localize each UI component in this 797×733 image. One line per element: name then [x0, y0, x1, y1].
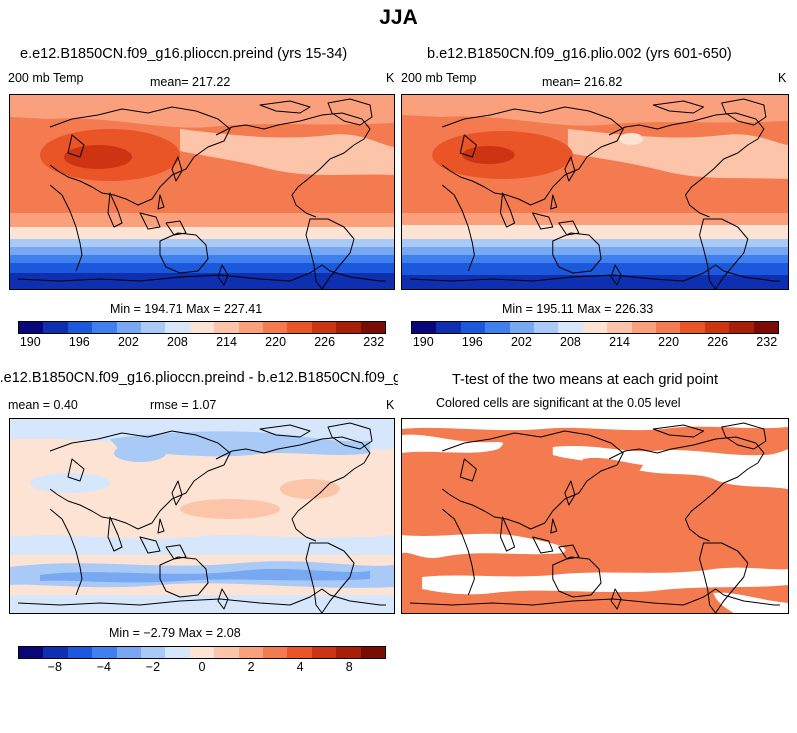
- panel3-title-clip: e.e12.B1850CN.f09_g16.plioccn.preind - b…: [0, 368, 398, 388]
- colorbar-tick-label: 202: [117, 335, 139, 349]
- panel2-colorbar: [411, 321, 779, 334]
- colorbar-swatch: [509, 322, 535, 333]
- colorbar-swatch: [19, 647, 44, 658]
- colorbar-tick-label: 8: [345, 660, 353, 674]
- colorbar-swatch: [582, 322, 608, 333]
- colorbar-swatch: [287, 647, 312, 658]
- colorbar-swatch: [19, 322, 44, 333]
- panel2-title: b.e12.B1850CN.f09_g16.plio.002 (yrs 601-…: [427, 46, 732, 62]
- panel2-colorbar-ticks: 190 196 202 208 214 220 226 232: [411, 335, 779, 351]
- panel4-title: T-test of the two means at each grid poi…: [452, 372, 718, 388]
- panel1-title: e.e12.B1850CN.f09_g16.plioccn.preind (yr…: [20, 46, 348, 62]
- colorbar-swatch: [360, 322, 386, 333]
- panel2-units: K: [778, 71, 787, 85]
- panel3-units: K: [386, 398, 395, 412]
- panel1-map: [9, 94, 395, 290]
- panel3-minmax: Min = −2.79 Max = 2.08: [109, 626, 241, 640]
- colorbar-swatch: [534, 322, 559, 333]
- colorbar-swatch: [704, 322, 730, 333]
- colorbar-swatch: [92, 322, 117, 333]
- colorbar-swatch: [238, 322, 264, 333]
- colorbar-swatch: [263, 647, 288, 658]
- panel3-rmse: rmse = 1.07: [150, 398, 217, 412]
- colorbar-swatch: [729, 322, 754, 333]
- colorbar-swatch: [336, 647, 361, 658]
- colorbar-swatch: [67, 647, 93, 658]
- colorbar-swatch: [67, 322, 93, 333]
- colorbar-swatch: [214, 647, 239, 658]
- panel3-mean: mean = 0.40: [8, 398, 78, 412]
- main-title: JJA: [379, 6, 418, 29]
- colorbar-swatch: [116, 322, 142, 333]
- colorbar-swatch: [165, 647, 190, 658]
- colorbar-swatch: [680, 322, 705, 333]
- panel3-map: [9, 418, 395, 614]
- colorbar-swatch: [656, 322, 681, 333]
- colorbar-tick-label: 0: [198, 660, 206, 674]
- panel3-colorbar: [18, 646, 386, 659]
- panel2-minmax: Min = 195.11 Max = 226.33: [502, 302, 654, 316]
- panel1-units: K: [386, 71, 395, 85]
- colorbar-swatch: [607, 322, 632, 333]
- colorbar-swatch: [263, 322, 288, 333]
- colorbar-tick-label: 2: [247, 660, 255, 674]
- panel1-colorbar: [18, 321, 386, 334]
- colorbar-tick-label: 220: [658, 335, 680, 349]
- colorbar-swatch: [165, 322, 190, 333]
- colorbar-tick-label: 214: [609, 335, 630, 349]
- colorbar-swatch: [116, 647, 142, 658]
- colorbar-tick-label: 4: [296, 660, 304, 674]
- colorbar-swatch: [631, 322, 657, 333]
- colorbar-tick-label: 232: [756, 335, 778, 349]
- panel2-mean: mean= 216.82: [542, 75, 623, 89]
- panel4-map: [401, 418, 789, 614]
- colorbar-swatch: [753, 322, 779, 333]
- colorbar-tick-label: 190: [412, 335, 434, 349]
- panel1-mean: mean= 217.22: [150, 75, 231, 89]
- colorbar-swatch: [360, 647, 386, 658]
- colorbar-tick-label: 190: [19, 335, 41, 349]
- colorbar-tick-label: −8: [47, 660, 62, 674]
- colorbar-swatch: [43, 322, 68, 333]
- panel1-variable: 200 mb Temp: [8, 71, 84, 85]
- colorbar-tick-label: 208: [167, 335, 188, 349]
- colorbar-tick-label: 220: [265, 335, 287, 349]
- panel1-minmax: Min = 194.71 Max = 227.41: [110, 302, 263, 316]
- panel2-map: [401, 94, 789, 290]
- panel1-colorbar-ticks: 190 196 202 208 214 220 226 232: [18, 335, 386, 351]
- colorbar-tick-label: 202: [510, 335, 532, 349]
- colorbar-swatch: [311, 647, 337, 658]
- colorbar-swatch: [558, 322, 583, 333]
- panel2-variable: 200 mb Temp: [401, 71, 477, 85]
- colorbar-swatch: [92, 647, 117, 658]
- panel4-subtitle: Colored cells are significant at the 0.0…: [436, 396, 681, 410]
- colorbar-swatch: [43, 647, 68, 658]
- colorbar-swatch: [214, 322, 239, 333]
- colorbar-swatch: [189, 322, 215, 333]
- colorbar-tick-label: 196: [68, 335, 90, 349]
- colorbar-tick-label: 196: [461, 335, 483, 349]
- colorbar-tick-label: 208: [560, 335, 581, 349]
- colorbar-swatch: [460, 322, 486, 333]
- colorbar-tick-label: 226: [314, 335, 336, 349]
- colorbar-swatch: [336, 322, 361, 333]
- panel3-colorbar-ticks: −8 −4 −2 0 2 4 8: [18, 660, 386, 676]
- colorbar-swatch: [141, 647, 166, 658]
- colorbar-swatch: [287, 322, 312, 333]
- colorbar-tick-label: 226: [707, 335, 729, 349]
- colorbar-swatch: [141, 322, 166, 333]
- colorbar-swatch: [436, 322, 461, 333]
- colorbar-swatch: [189, 647, 215, 658]
- colorbar-tick-label: −4: [96, 660, 111, 674]
- colorbar-tick-label: −2: [145, 660, 161, 674]
- colorbar-swatch: [485, 322, 510, 333]
- colorbar-swatch: [238, 647, 264, 658]
- panel3-title: e.e12.B1850CN.f09_g16.plioccn.preind - b…: [0, 370, 398, 386]
- colorbar-swatch: [311, 322, 337, 333]
- colorbar-tick-label: 232: [363, 335, 385, 349]
- colorbar-swatch: [412, 322, 437, 333]
- colorbar-tick-label: 214: [216, 335, 237, 349]
